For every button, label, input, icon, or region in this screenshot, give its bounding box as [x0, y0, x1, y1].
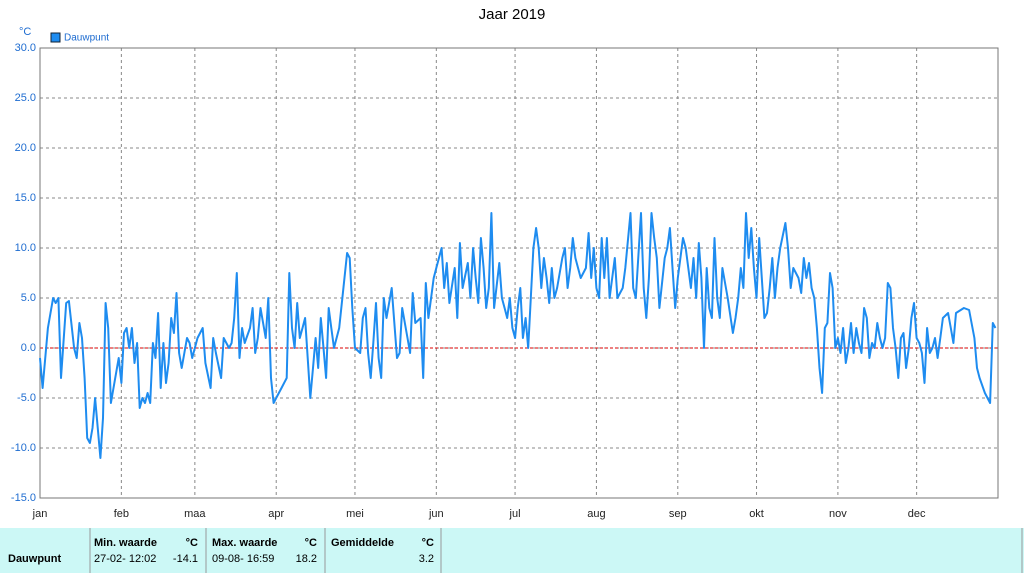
table-row-label: Dauwpunt [8, 553, 61, 565]
data-line [39, 212, 997, 459]
chart-title: Jaar 2019 [479, 6, 546, 23]
x-tick-label: maa [184, 508, 206, 520]
table-header-cell: °C [186, 537, 198, 549]
x-tick-label: jan [32, 508, 48, 520]
y-axis-unit: °C [19, 26, 31, 38]
legend-swatch [50, 32, 61, 43]
table-header-cell: °C [422, 537, 434, 549]
table-cell: 3.2 [419, 553, 434, 565]
y-tick-label: -15.0 [11, 492, 36, 504]
table-header-cell: Gemiddelde [331, 537, 394, 549]
table-header: Min. waarde °C Max. waarde °C Gemiddelde… [94, 537, 434, 549]
x-tick-label: dec [908, 508, 926, 520]
table-background [0, 528, 1024, 573]
y-tick-label: 10.0 [15, 242, 36, 254]
x-tick-label: apr [268, 508, 284, 520]
y-tick-label: 25.0 [15, 92, 36, 104]
table-cell: 18.2 [296, 553, 317, 565]
y-tick-label: 15.0 [15, 192, 36, 204]
x-tick-label: okt [749, 508, 764, 520]
table-cell: 09-08- 16:59 [212, 553, 274, 565]
x-tick-label: aug [587, 508, 605, 520]
table-header-cell: Max. waarde [212, 537, 277, 549]
table-dividers [89, 528, 1023, 573]
y-tick-label: -10.0 [11, 442, 36, 454]
table-cell: 27-02- 12:02 [94, 553, 156, 565]
y-tick-label: 5.0 [21, 292, 36, 304]
x-tick-label: mei [346, 508, 364, 520]
table-header-cell: Min. waarde [94, 537, 157, 549]
y-tick-label: 20.0 [15, 142, 36, 154]
x-tick-label: nov [829, 508, 847, 520]
y-tick-label: -5.0 [17, 392, 36, 404]
legend-label: Dauwpunt [64, 33, 109, 44]
x-tick-label: feb [114, 508, 129, 520]
x-tick-label: sep [669, 508, 687, 520]
y-tick-label: 30.0 [15, 42, 36, 54]
table-cell: -14.1 [173, 553, 198, 565]
table-header-cell: °C [305, 537, 317, 549]
y-tick-label: 0.0 [21, 342, 36, 354]
x-tick-label: jul [509, 508, 521, 520]
x-tick-label: jun [428, 508, 444, 520]
plot-frame [39, 47, 999, 499]
